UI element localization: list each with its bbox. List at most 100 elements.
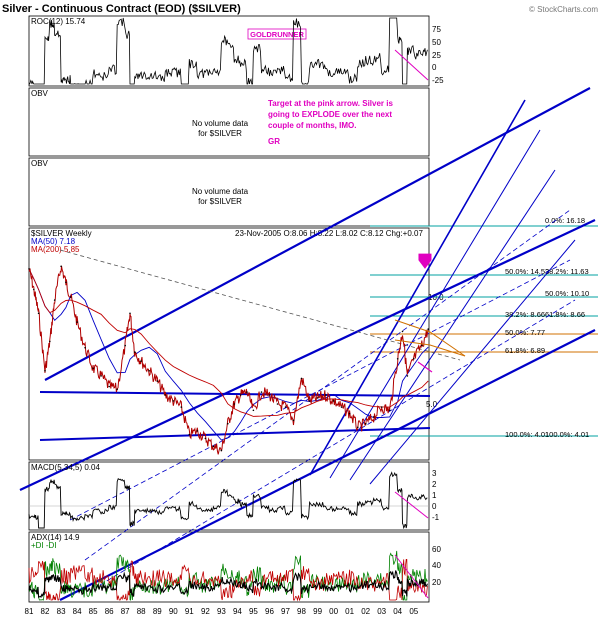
- macd-tick: 2: [432, 480, 437, 489]
- fib-label: 38.2%: 8.66: [505, 310, 545, 319]
- downtrend-line: [59, 249, 461, 361]
- roc-line: [29, 17, 428, 85]
- trendline-lower: [59, 329, 596, 601]
- adx-legend: +DI -DI: [31, 541, 57, 550]
- fib-lines: 0.0%: 16.18 50.0%: 14.53 38.2%: 11.63 50…: [370, 216, 598, 439]
- ma200-line: [28, 268, 429, 417]
- price-quote: 23-Nov-2005 O:8.06 H:8.22 L:8.02 C:8.12 …: [235, 229, 423, 238]
- price-point: [100, 375, 102, 377]
- macd-pink-trendline: [394, 491, 429, 519]
- triangle-pattern-line: [394, 319, 466, 357]
- fib-label: 0.0%: 16.18: [545, 216, 585, 225]
- obv1-label: OBV: [31, 89, 49, 98]
- macd-ticks: 3 2 1 0 -1: [432, 469, 440, 522]
- ma50-line: [28, 268, 429, 441]
- obv2-note-2: for $SILVER: [198, 197, 242, 206]
- obv1-note-1: No volume data: [192, 119, 249, 128]
- x-axis-ticks: 81 82 83 84 85 86 87 88 89 90 91 92 93 94 95 96 97 98 99 00…: [25, 607, 419, 616]
- price-point: [239, 394, 242, 396]
- price-point: [156, 380, 159, 382]
- roc-tick: -25: [432, 76, 444, 85]
- adx-line: [28, 570, 428, 598]
- trend-channels: [19, 87, 596, 601]
- price-point: [300, 377, 303, 380]
- macd-panel-frame: [28, 461, 430, 531]
- fan-line-2: [329, 129, 541, 479]
- price-point: [308, 400, 311, 402]
- price-point: [33, 288, 35, 291]
- price-point: [108, 385, 110, 388]
- chart-title: Silver - Continuous Contract (EOD) ($SIL…: [2, 3, 241, 15]
- dashed-channel: [69, 259, 571, 521]
- price-point: [356, 426, 359, 429]
- price-point: [116, 388, 118, 391]
- price-point: [276, 403, 279, 405]
- price-point: [324, 394, 327, 396]
- x-tick-label: 90: [169, 607, 178, 616]
- x-tick-label: 89: [153, 607, 162, 616]
- price-point: [380, 406, 383, 408]
- x-tick-label: 86: [105, 607, 114, 616]
- fan-line-3: [349, 169, 556, 481]
- price-point: [212, 445, 215, 448]
- fib-label: 38.2%: 11.63: [545, 267, 589, 276]
- x-tick-label: 85: [89, 607, 98, 616]
- trendline-middle: [19, 219, 596, 491]
- price-point: [196, 430, 199, 432]
- adx-tick: 40: [432, 561, 441, 570]
- price-point: [172, 400, 175, 402]
- obv-panel-1-frame: [28, 87, 430, 157]
- x-tick-label: 84: [73, 607, 82, 616]
- macd-tick: 3: [432, 469, 437, 478]
- price-point: [65, 281, 67, 284]
- x-tick-label: 95: [249, 607, 258, 616]
- triangle-pattern-line: [394, 339, 466, 357]
- price-point: [348, 412, 351, 415]
- price-points: [28, 265, 430, 452]
- pink-pointer-line: [417, 361, 433, 373]
- price-point: [164, 394, 167, 396]
- price-point: [129, 312, 131, 315]
- macd-label: MACD(5,34,5) 0.04: [31, 463, 100, 472]
- roc-tick: 25: [432, 51, 441, 60]
- price-axis-5: 5.0: [426, 400, 438, 409]
- adx-ticks: 60 40 20: [432, 545, 441, 587]
- x-tick-label: 99: [313, 607, 322, 616]
- price-point: [92, 367, 94, 370]
- price-point: [37, 312, 40, 315]
- adx-panel-frame: [28, 531, 430, 603]
- x-tick-label: 01: [345, 607, 354, 616]
- dashed-channel: [99, 299, 576, 586]
- macd-tick: 0: [432, 502, 437, 511]
- target-marker: [394, 253, 466, 373]
- x-tick-label: 92: [201, 607, 210, 616]
- x-tick-label: 87: [121, 607, 130, 616]
- adx-tick: 20: [432, 578, 441, 587]
- fan-line-4: [369, 239, 576, 485]
- adx-label: ADX(14) 14.9: [31, 533, 80, 542]
- annotation-line-3: couple of months, IMO.: [268, 121, 356, 130]
- price-point: [204, 437, 207, 440]
- x-tick-label: 04: [393, 607, 402, 616]
- fib-label: 61.8%: 8.66: [545, 310, 585, 319]
- x-tick-label: 98: [297, 607, 306, 616]
- price-point: [260, 391, 263, 393]
- roc-tick: 75: [432, 25, 441, 34]
- price-point: [421, 344, 423, 347]
- price-point: [227, 422, 229, 425]
- x-tick-label: 94: [233, 607, 242, 616]
- price-point: [292, 419, 295, 422]
- credit-label: © StockCharts.com: [529, 5, 598, 14]
- price-point: [140, 360, 142, 362]
- price-point: [134, 351, 136, 353]
- fib-label: 50.0%: 14.53: [505, 267, 549, 276]
- x-tick-label: 93: [217, 607, 226, 616]
- roc-panel-frame: [28, 15, 430, 87]
- price-point: [316, 397, 319, 399]
- macd-tick: 1: [432, 491, 437, 500]
- x-tick-label: 00: [329, 607, 338, 616]
- goldrunner-badge-text: GOLDRUNNER: [250, 30, 304, 39]
- x-tick-label: 96: [265, 607, 274, 616]
- price-point: [388, 409, 391, 412]
- trendline-upper: [44, 87, 591, 381]
